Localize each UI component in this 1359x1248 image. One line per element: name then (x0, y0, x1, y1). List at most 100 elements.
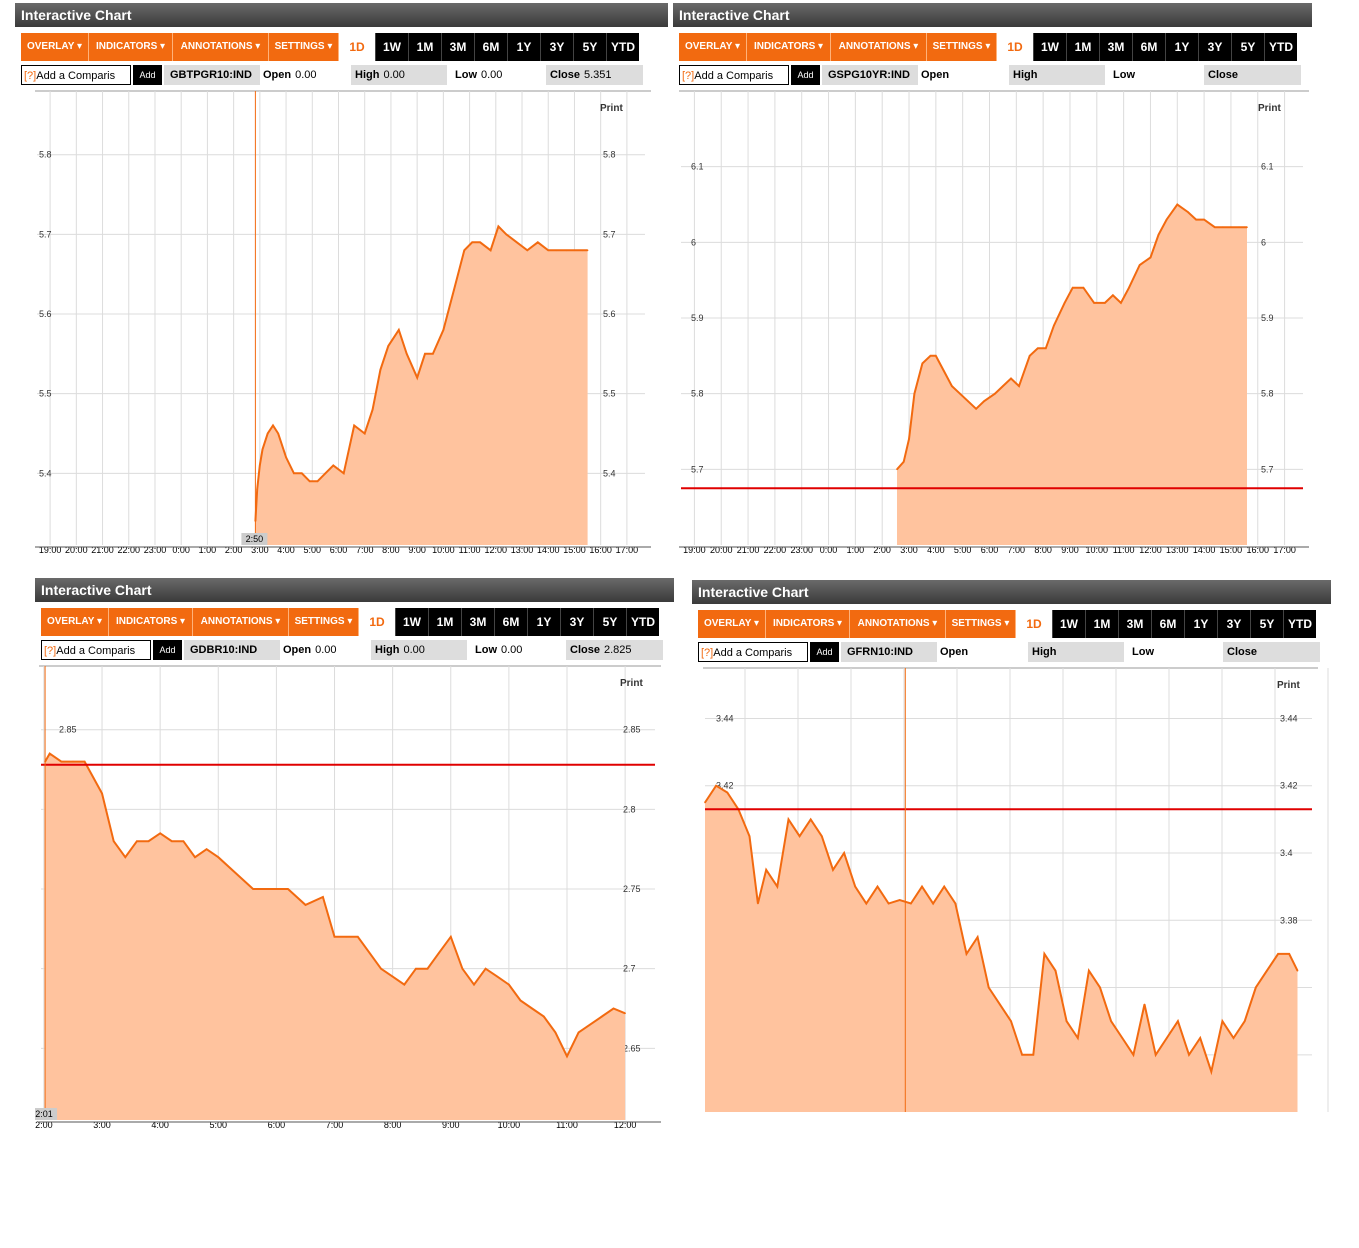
timeframe-1y-button[interactable]: 1Y (527, 608, 560, 636)
x-tick-label: 3:00 (900, 545, 918, 555)
add-comparison-button[interactable]: Add (133, 65, 162, 85)
timeframe-1m-button[interactable]: 1M (1085, 610, 1118, 638)
add-comparison-button[interactable]: Add (791, 65, 820, 85)
timeframe-ytd-button[interactable]: YTD (1283, 610, 1316, 638)
compare-input[interactable]: [?]Add a Comparis (41, 640, 151, 660)
annotations-menu-button[interactable]: ANNOTATIONS ▾ (173, 33, 269, 61)
series-point (316, 480, 319, 483)
y-tick-label-right: 2.65 (623, 1043, 641, 1053)
settings-menu-button[interactable]: SETTINGS ▾ (269, 33, 339, 61)
indicators-menu-button[interactable]: INDICATORS ▾ (747, 33, 831, 61)
series-point (48, 752, 51, 755)
series-point (1132, 1054, 1135, 1056)
timeframe-1d-button[interactable]: 1D (341, 33, 373, 61)
settings-menu-button[interactable]: SETTINGS ▾ (927, 33, 997, 61)
timeframe-1m-button[interactable]: 1M (408, 33, 441, 61)
overlay-menu-button[interactable]: OVERLAY ▾ (698, 610, 766, 638)
series-point (101, 792, 103, 795)
indicators-menu-button[interactable]: INDICATORS ▾ (766, 610, 850, 638)
timeframe-6m-button[interactable]: 6M (474, 33, 507, 61)
timeframe-6m-button[interactable]: 6M (1151, 610, 1184, 638)
timeframe-ytd-button[interactable]: YTD (626, 608, 659, 636)
series-point (353, 424, 356, 427)
timeframe-3y-button[interactable]: 3Y (1198, 33, 1231, 61)
timeframe-3y-button[interactable]: 3Y (540, 33, 573, 61)
timeframe-ytd-button[interactable]: YTD (1264, 33, 1297, 61)
series-point (345, 936, 347, 938)
series-point (932, 902, 934, 905)
x-tick-label: 4:00 (927, 545, 945, 555)
annotations-menu-button[interactable]: ANNOTATIONS ▾ (850, 610, 946, 638)
x-tick-label: 11:00 (459, 545, 481, 555)
y-tick-label-right: 3.42 (1280, 781, 1298, 791)
timeframe-5y-button[interactable]: 5Y (573, 33, 606, 61)
timeframe-1w-button[interactable]: 1W (375, 33, 408, 61)
timeframe-1m-button[interactable]: 1M (1066, 33, 1099, 61)
add-comparison-button[interactable]: Add (153, 640, 182, 660)
compare-input[interactable]: [?]Add a Comparis (698, 642, 808, 662)
overlay-menu-button[interactable]: OVERLAY ▾ (21, 33, 89, 61)
series-point (1203, 218, 1205, 221)
series-point (1037, 347, 1039, 350)
timeframe-1m-button[interactable]: 1M (428, 608, 461, 636)
timeframe-1y-button[interactable]: 1Y (1165, 33, 1198, 61)
x-tick-label: 12:00 (614, 1120, 637, 1130)
timeframe-1w-button[interactable]: 1W (1052, 610, 1085, 638)
print-link[interactable]: Print (620, 678, 643, 689)
compare-input[interactable]: [?]Add a Comparis (21, 65, 131, 85)
settings-menu-button[interactable]: SETTINGS ▾ (289, 608, 359, 636)
timeframe-1y-button[interactable]: 1Y (1184, 610, 1217, 638)
series-point (1043, 953, 1046, 955)
timeframe-1d-button[interactable]: 1D (1018, 610, 1050, 638)
x-tick-label: 2:00 (873, 545, 891, 555)
indicators-menu-button[interactable]: INDICATORS ▾ (89, 33, 173, 61)
timeframe-5y-button[interactable]: 5Y (1231, 33, 1264, 61)
overlay-menu-button[interactable]: OVERLAY ▾ (679, 33, 747, 61)
annotations-menu-button[interactable]: ANNOTATIONS ▾ (831, 33, 927, 61)
timeframe-3m-button[interactable]: 3M (461, 608, 494, 636)
print-link[interactable]: Print (600, 103, 623, 114)
series-point (975, 408, 977, 410)
annotations-menu-button[interactable]: ANNOTATIONS ▾ (193, 608, 289, 636)
print-link[interactable]: Print (1258, 103, 1281, 114)
timeframe-ytd-button[interactable]: YTD (606, 33, 639, 61)
indicators-menu-button[interactable]: INDICATORS ▾ (109, 608, 193, 636)
print-link[interactable]: Print (1277, 680, 1300, 691)
series-point (259, 464, 261, 467)
series-point (171, 840, 173, 842)
timeframe-3y-button[interactable]: 3Y (560, 608, 593, 636)
timeframe-5y-button[interactable]: 5Y (1250, 610, 1283, 638)
timeframe-1w-button[interactable]: 1W (395, 608, 428, 636)
timeframe-3m-button[interactable]: 3M (1099, 33, 1132, 61)
timeframe-6m-button[interactable]: 6M (1132, 33, 1165, 61)
timeframe-3m-button[interactable]: 3M (1118, 610, 1151, 638)
series-point (1077, 1037, 1079, 1039)
panel-title: Interactive Chart (35, 578, 674, 602)
timeframe-1w-button[interactable]: 1W (1033, 33, 1066, 61)
timeframe-1d-button[interactable]: 1D (361, 608, 393, 636)
x-tick-label: 10:00 (432, 545, 455, 555)
overlay-menu-button[interactable]: OVERLAY ▾ (41, 608, 109, 636)
compare-input[interactable]: [?]Add a Comparis (679, 65, 789, 85)
x-tick-label: 6:00 (268, 1120, 286, 1130)
series-point (1063, 302, 1066, 304)
timeframe-5y-button[interactable]: 5Y (593, 608, 626, 636)
timeframe-6m-button[interactable]: 6M (494, 608, 527, 636)
settings-menu-button[interactable]: SETTINGS ▾ (946, 610, 1016, 638)
panel-title: Interactive Chart (673, 3, 1312, 27)
series-point (1296, 969, 1299, 972)
series-point (704, 801, 706, 804)
series-point (256, 488, 258, 491)
y-tick-label-left: 5.9 (691, 313, 704, 323)
timeframe-3m-button[interactable]: 3M (441, 33, 474, 61)
series-point (438, 951, 440, 954)
add-comparison-button[interactable]: Add (810, 642, 839, 662)
series-point (589, 1023, 592, 1026)
open-field: Open 0.00 (263, 69, 317, 81)
x-tick-label: 11:00 (1113, 545, 1135, 555)
series-point (252, 888, 254, 890)
timeframe-1d-button[interactable]: 1D (999, 33, 1031, 61)
timeframe-3y-button[interactable]: 3Y (1217, 610, 1250, 638)
series-point (951, 385, 953, 387)
timeframe-1y-button[interactable]: 1Y (507, 33, 540, 61)
